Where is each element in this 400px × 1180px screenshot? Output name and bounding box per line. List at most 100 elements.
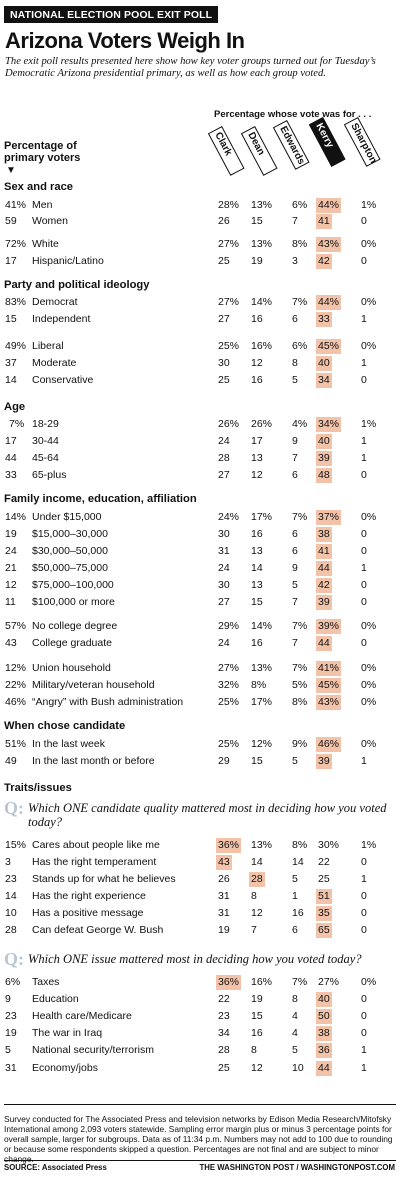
value-clark: 27% xyxy=(218,296,240,308)
row-label: Hispanic/Latino xyxy=(32,255,104,267)
value-clark: 43 xyxy=(216,855,232,870)
row-share: 46% xyxy=(5,696,27,708)
value-kerry: 40 xyxy=(316,992,332,1007)
value-edwards: 9 xyxy=(292,562,298,574)
value-sharpton: 0 xyxy=(361,596,367,608)
value-clark: 25 xyxy=(218,374,230,386)
value-sharpton: 1 xyxy=(361,435,367,447)
value-kerry: 41 xyxy=(316,214,332,229)
value-sharpton: 0 xyxy=(361,637,367,649)
value-clark: 26 xyxy=(218,873,230,885)
value-clark: 30 xyxy=(218,357,230,369)
row-share: 59 xyxy=(5,215,17,227)
table-row: 12% Union household 27% 13% 7% 41% 0% xyxy=(0,661,400,677)
row-share: 14 xyxy=(5,374,17,386)
value-edwards: 16 xyxy=(292,907,304,919)
value-dean: 8 xyxy=(251,890,257,902)
row-label: 65-plus xyxy=(32,469,67,481)
value-dean: 26% xyxy=(251,418,273,430)
value-sharpton: 1 xyxy=(361,562,367,574)
value-sharpton: 0 xyxy=(361,579,367,591)
value-dean: 15 xyxy=(251,1010,263,1022)
value-dean: 17% xyxy=(251,696,273,708)
value-kerry: 35 xyxy=(316,906,332,921)
value-kerry: 40 xyxy=(316,434,332,449)
value-kerry: 37% xyxy=(316,510,342,525)
value-kerry: 43% xyxy=(316,237,342,252)
value-sharpton: 0 xyxy=(361,856,367,868)
value-dean: 8 xyxy=(251,1044,257,1056)
table-row: 83% Democrat 27% 14% 7% 44% 0% xyxy=(0,295,400,311)
value-clark: 24 xyxy=(218,637,230,649)
value-edwards: 5 xyxy=(292,1044,298,1056)
row-label: Stands up for what he believes xyxy=(32,873,176,885)
value-clark: 36% xyxy=(216,975,242,990)
value-dean: 15 xyxy=(251,755,263,767)
row-label: College graduate xyxy=(32,637,112,649)
row-label: Has the right experience xyxy=(32,890,146,902)
value-kerry: 39 xyxy=(316,754,332,769)
value-edwards: 4 xyxy=(292,1027,298,1039)
value-edwards: 10 xyxy=(292,1062,304,1074)
value-dean: 19 xyxy=(251,993,263,1005)
value-edwards: 5 xyxy=(292,873,298,885)
value-kerry: 42 xyxy=(316,578,332,593)
value-edwards: 6% xyxy=(292,199,308,211)
value-clark: 25% xyxy=(218,340,240,352)
value-dean: 15 xyxy=(251,596,263,608)
value-sharpton: 0 xyxy=(361,374,367,386)
row-label: Moderate xyxy=(32,357,77,369)
value-dean: 8% xyxy=(251,679,267,691)
value-clark: 25% xyxy=(218,738,240,750)
value-dean: 16 xyxy=(251,637,263,649)
row-label: 18-29 xyxy=(32,418,59,430)
value-sharpton: 1 xyxy=(361,1062,367,1074)
value-kerry: 50 xyxy=(316,1009,332,1024)
value-kerry: 34% xyxy=(316,417,342,432)
question-text: Which ONE issue mattered most in decidin… xyxy=(28,952,362,966)
row-share: 21 xyxy=(5,562,17,574)
table-row: 7% 18-29 26% 26% 4% 34% 1% xyxy=(0,417,400,433)
value-clark: 28 xyxy=(218,1044,230,1056)
row-share: 9 xyxy=(5,993,11,1005)
value-sharpton: 0 xyxy=(361,215,367,227)
section-income: Family income, education, affiliation xyxy=(4,493,197,505)
value-sharpton: 1 xyxy=(361,452,367,464)
divider xyxy=(4,1104,396,1105)
value-dean: 16% xyxy=(251,976,273,988)
table-row: 51% In the last week 25% 12% 9% 46% 0% xyxy=(0,737,400,753)
value-kerry: 41 xyxy=(316,544,332,559)
value-sharpton: 1% xyxy=(361,199,377,211)
table-row: 43 College graduate 24 16 7 44 0 xyxy=(0,636,400,652)
value-dean: 14 xyxy=(251,562,263,574)
table-row: 49% Liberal 25% 16% 6% 45% 0% xyxy=(0,339,400,355)
value-clark: 34 xyxy=(218,1027,230,1039)
value-dean: 13% xyxy=(251,199,273,211)
value-sharpton: 1 xyxy=(361,755,367,767)
value-sharpton: 0% xyxy=(361,976,377,988)
value-sharpton: 0 xyxy=(361,1027,367,1039)
table-row: 15% Cares about people like me 36% 13% 8% 3… xyxy=(0,838,400,854)
intro-text: The exit poll results presented here sho… xyxy=(5,56,376,79)
row-label: Cares about people like me xyxy=(32,839,160,851)
table-row: 28 Can defeat George W. Bush 19 7 6 65 0 xyxy=(0,923,400,939)
row-share: 14 xyxy=(5,890,17,902)
value-sharpton: 0% xyxy=(361,679,377,691)
value-kerry: 27% xyxy=(318,976,340,988)
row-share: 83% xyxy=(5,296,27,308)
row-label: $15,000–30,000 xyxy=(32,528,108,540)
row-label: $100,000 or more xyxy=(32,596,115,608)
row-label: Has the right temperament xyxy=(32,856,157,868)
row-label: $50,000–75,000 xyxy=(32,562,108,574)
value-sharpton: 0% xyxy=(361,511,377,523)
value-sharpton: 0 xyxy=(361,993,367,1005)
value-dean: 13 xyxy=(251,452,263,464)
value-clark: 31 xyxy=(218,545,230,557)
value-clark: 27% xyxy=(218,662,240,674)
value-clark: 24% xyxy=(218,511,240,523)
value-kerry: 44 xyxy=(316,1061,332,1076)
methodology-note: Survey conducted for The Associated Pres… xyxy=(4,1114,393,1164)
value-clark: 31 xyxy=(218,907,230,919)
table-row: 23 Stands up for what he believes 26 28 5 2… xyxy=(0,872,400,888)
row-share: 22% xyxy=(5,679,27,691)
